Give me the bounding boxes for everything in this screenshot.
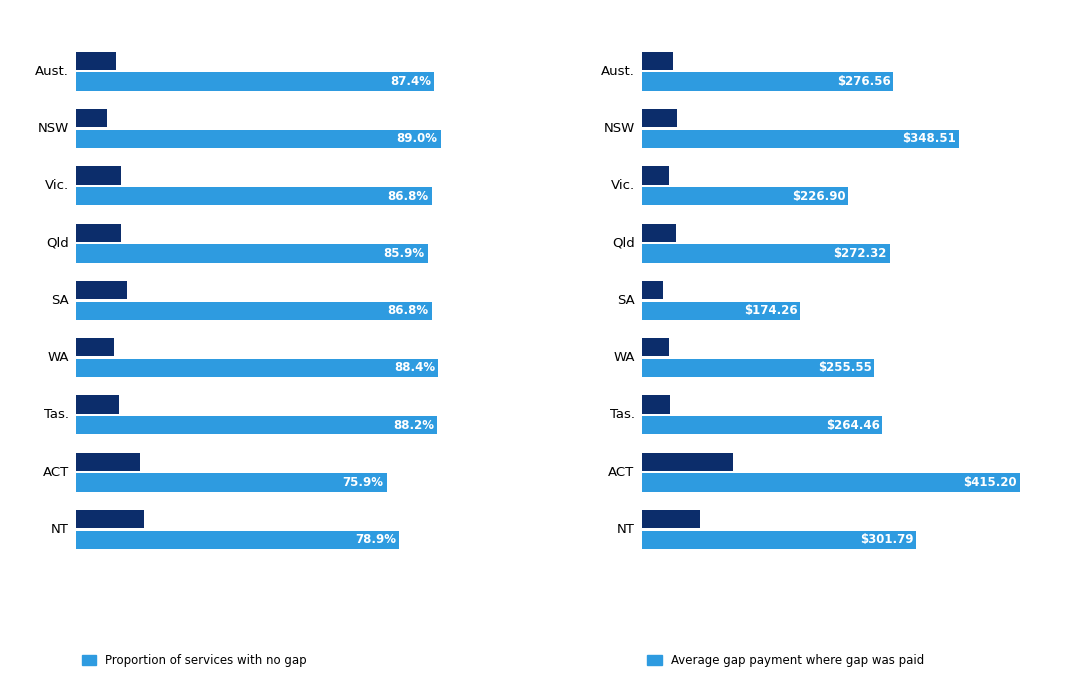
- Text: 7.5%: 7.5%: [109, 112, 143, 125]
- Bar: [76, 166, 121, 185]
- Bar: [76, 359, 438, 377]
- Bar: [642, 302, 800, 320]
- Bar: [642, 416, 882, 435]
- Text: 86.8%: 86.8%: [387, 304, 428, 317]
- Text: $30.02: $30.02: [672, 169, 717, 182]
- Text: $38.33: $38.33: [680, 226, 724, 240]
- Text: 11.0%: 11.0%: [125, 169, 165, 182]
- Text: $38.38: $38.38: [680, 112, 725, 125]
- Bar: [642, 338, 669, 356]
- Bar: [76, 281, 127, 299]
- Text: $31.32: $31.32: [673, 398, 718, 411]
- Text: $29.76: $29.76: [671, 341, 717, 354]
- Text: $255.55: $255.55: [817, 361, 872, 375]
- Bar: [76, 531, 399, 549]
- Bar: [642, 473, 1020, 491]
- Bar: [642, 359, 875, 377]
- Bar: [76, 109, 106, 128]
- Text: 16.5%: 16.5%: [146, 512, 188, 526]
- Text: 88.4%: 88.4%: [393, 361, 435, 375]
- Bar: [76, 223, 120, 242]
- Bar: [642, 244, 890, 263]
- Text: $99.86: $99.86: [735, 456, 780, 468]
- Text: $34.91: $34.91: [676, 55, 722, 68]
- Bar: [76, 416, 438, 435]
- Text: $272.32: $272.32: [834, 247, 887, 260]
- Bar: [76, 187, 431, 205]
- Bar: [76, 244, 428, 263]
- Bar: [642, 52, 673, 70]
- Text: $415.20: $415.20: [964, 476, 1017, 489]
- Text: 10.6%: 10.6%: [122, 398, 164, 411]
- Bar: [76, 510, 143, 529]
- Text: $174.26: $174.26: [744, 304, 798, 317]
- Text: 87.4%: 87.4%: [390, 75, 430, 88]
- Bar: [76, 302, 431, 320]
- Bar: [76, 72, 435, 91]
- Text: $348.51: $348.51: [903, 132, 956, 145]
- Bar: [642, 187, 849, 205]
- Bar: [642, 453, 733, 471]
- Bar: [76, 52, 116, 70]
- Bar: [76, 453, 140, 471]
- Text: $23.06: $23.06: [666, 284, 711, 296]
- Text: 9.3%: 9.3%: [117, 341, 150, 354]
- Text: 86.8%: 86.8%: [387, 190, 428, 202]
- Bar: [642, 166, 669, 185]
- Bar: [642, 531, 916, 549]
- Bar: [642, 281, 662, 299]
- Text: 78.9%: 78.9%: [356, 533, 396, 546]
- Text: $276.56: $276.56: [837, 75, 891, 88]
- Bar: [76, 130, 441, 148]
- Text: 10.9%: 10.9%: [124, 226, 165, 240]
- Bar: [642, 510, 699, 529]
- Text: 89.0%: 89.0%: [397, 132, 438, 145]
- Text: $264.46: $264.46: [826, 418, 880, 432]
- Text: $301.79: $301.79: [861, 533, 914, 546]
- Text: 88.2%: 88.2%: [393, 418, 435, 432]
- Legend: Proportion of services with no gap, Proportion of services with known gap: Proportion of services with no gap, Prop…: [81, 654, 331, 675]
- Bar: [642, 109, 676, 128]
- Legend: Average gap payment where gap was paid, Average gap payment across all services: Average gap payment where gap was paid, …: [647, 654, 925, 675]
- Text: $63.64: $63.64: [702, 512, 748, 526]
- Text: 75.9%: 75.9%: [343, 476, 384, 489]
- Bar: [642, 72, 893, 91]
- Text: 9.8%: 9.8%: [119, 55, 152, 68]
- Bar: [642, 396, 670, 414]
- Bar: [642, 130, 959, 148]
- Bar: [642, 223, 676, 242]
- Bar: [76, 396, 119, 414]
- Text: 12.4%: 12.4%: [130, 284, 171, 296]
- Text: 15.6%: 15.6%: [143, 456, 184, 468]
- Text: $226.90: $226.90: [792, 190, 846, 202]
- Text: 85.9%: 85.9%: [384, 247, 425, 260]
- Bar: [76, 338, 114, 356]
- Bar: [76, 473, 387, 491]
